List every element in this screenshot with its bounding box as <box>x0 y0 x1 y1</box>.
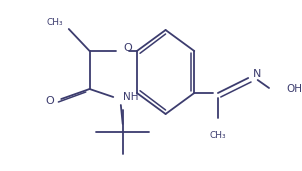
Text: CH₃: CH₃ <box>47 18 63 27</box>
Text: OH: OH <box>286 84 302 94</box>
Text: NH: NH <box>123 92 138 102</box>
Text: N: N <box>253 69 261 79</box>
Text: O: O <box>45 96 54 106</box>
Text: O: O <box>124 43 132 53</box>
Text: CH₃: CH₃ <box>210 131 226 140</box>
